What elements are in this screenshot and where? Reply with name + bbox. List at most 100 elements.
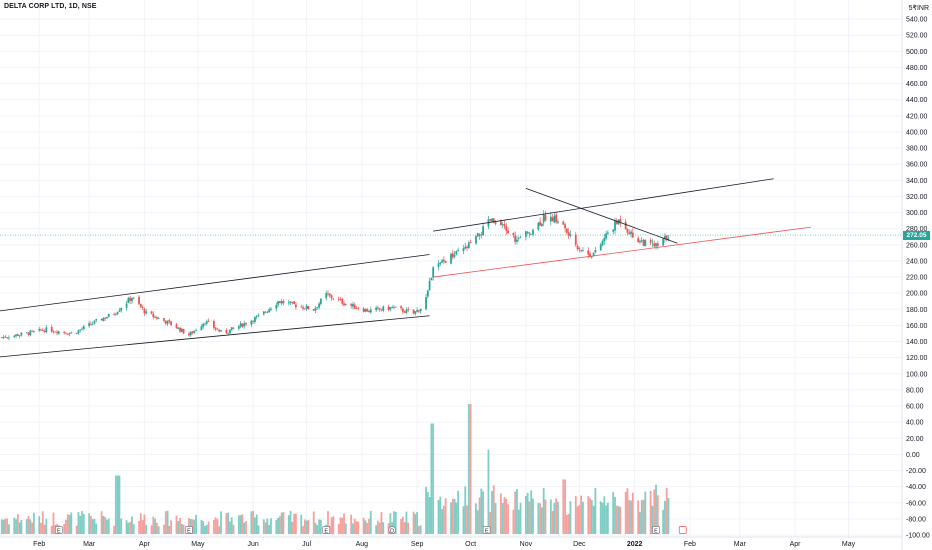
candle-body [182, 328, 185, 334]
volume-bar [578, 504, 581, 534]
volume-bar [644, 491, 647, 534]
volume-bar [542, 487, 545, 534]
volume-bar [63, 524, 66, 534]
volume-bar [145, 524, 148, 534]
candle-body [587, 250, 590, 255]
volume-bar [252, 510, 255, 534]
candle-body [175, 324, 178, 329]
trendline-channel-upper[interactable] [0, 254, 430, 312]
volume-bar [13, 517, 16, 534]
volume-bar [519, 502, 522, 534]
candle-body [132, 297, 135, 299]
price-axis[interactable]: -100.00 -80.00 -60.00 -40.00 -20.00 0.00 20.00… [906, 17, 930, 540]
price-tick-label: 360.00 [906, 162, 928, 169]
candle-body [213, 321, 215, 328]
candle-body [630, 231, 632, 235]
volume-bar [31, 522, 33, 534]
trendline-rising-resistance[interactable] [433, 178, 774, 232]
candle-body [204, 323, 206, 325]
candle-body [291, 301, 294, 303]
trendlines[interactable] [0, 178, 812, 358]
candle-body [43, 330, 46, 332]
candle-body [32, 330, 35, 332]
earnings-marker-icon[interactable]: E [322, 526, 331, 535]
candle-body [662, 238, 665, 246]
volume-bar [207, 521, 210, 534]
candle-body [393, 307, 395, 308]
volume-bar [344, 523, 347, 534]
volume-bar [337, 524, 340, 534]
price-tick-label: -60.00 [906, 500, 926, 507]
candle-body [615, 220, 618, 224]
candle-body [400, 306, 402, 309]
candle-body [188, 333, 190, 336]
volume-bars [0, 404, 670, 534]
volume-bar [200, 519, 203, 534]
volume-bar [482, 491, 484, 534]
candle-body [353, 304, 356, 309]
candle-body [389, 307, 392, 310]
volume-bar [312, 511, 315, 534]
price-tick-label: 340.00 [906, 178, 928, 185]
candle-body [539, 221, 542, 226]
candle-body [391, 307, 394, 308]
volume-bar [350, 514, 353, 534]
trendline-falling-resistance[interactable] [525, 188, 678, 244]
price-tick-label: 160.00 [906, 323, 928, 330]
candle-body [157, 318, 160, 319]
candle-body [13, 335, 16, 337]
candle-body [200, 326, 203, 331]
volume-bar [82, 513, 85, 534]
candle-body [430, 277, 433, 281]
trendline-channel-lower[interactable] [0, 315, 430, 358]
volume-bar [225, 513, 228, 534]
dividend-marker-icon[interactable]: D [388, 526, 397, 535]
volume-bar [462, 506, 465, 534]
volume-bar [592, 505, 595, 534]
time-tick-label: Apr [139, 541, 151, 548]
volume-bar [177, 521, 180, 534]
volume-bar [649, 490, 652, 534]
candle-body [250, 320, 253, 325]
earnings-marker-icon[interactable]: E [652, 526, 660, 535]
volume-bar [254, 517, 256, 534]
volume-bar [316, 525, 319, 534]
volume-bar [180, 523, 183, 534]
volume-bar [492, 485, 495, 534]
volume-bar [91, 519, 94, 534]
volume-bar [75, 525, 78, 534]
price-tick-label: 460.00 [906, 81, 928, 88]
candle-body [114, 313, 117, 315]
volume-bar [79, 515, 82, 534]
candle-body [131, 298, 133, 302]
candle-body [605, 233, 607, 239]
candle-body [214, 327, 217, 330]
time-tick-label: Sep [411, 541, 424, 548]
candle-body [106, 317, 108, 319]
volume-bar [193, 519, 196, 534]
volume-bar [129, 521, 132, 534]
volume-bar [275, 519, 278, 534]
upcoming-event-icon[interactable] [678, 526, 687, 534]
volume-bar [631, 492, 634, 534]
volume-bar [295, 513, 297, 534]
volume-bar [599, 501, 602, 534]
volume-bar [107, 518, 110, 534]
earnings-marker-icon[interactable]: E [54, 526, 63, 535]
volume-bar [539, 503, 542, 534]
volume-bar [453, 498, 456, 534]
volume-bar [628, 500, 631, 534]
candle-body [319, 298, 322, 305]
trendline-support[interactable] [433, 226, 812, 278]
earnings-marker-icon[interactable]: E [185, 526, 193, 535]
candle-body [220, 330, 222, 332]
candle-body [426, 290, 429, 297]
time-axis[interactable]: Feb Mar Apr May Jun Jul Aug Sep Oct Nov Dec 2022 Feb… [33, 541, 855, 548]
earnings-marker-icon[interactable]: E [482, 526, 491, 535]
volume-bar [667, 498, 670, 534]
candle-body [325, 293, 328, 299]
volume-bar [229, 521, 231, 534]
volume-bar [665, 487, 668, 534]
